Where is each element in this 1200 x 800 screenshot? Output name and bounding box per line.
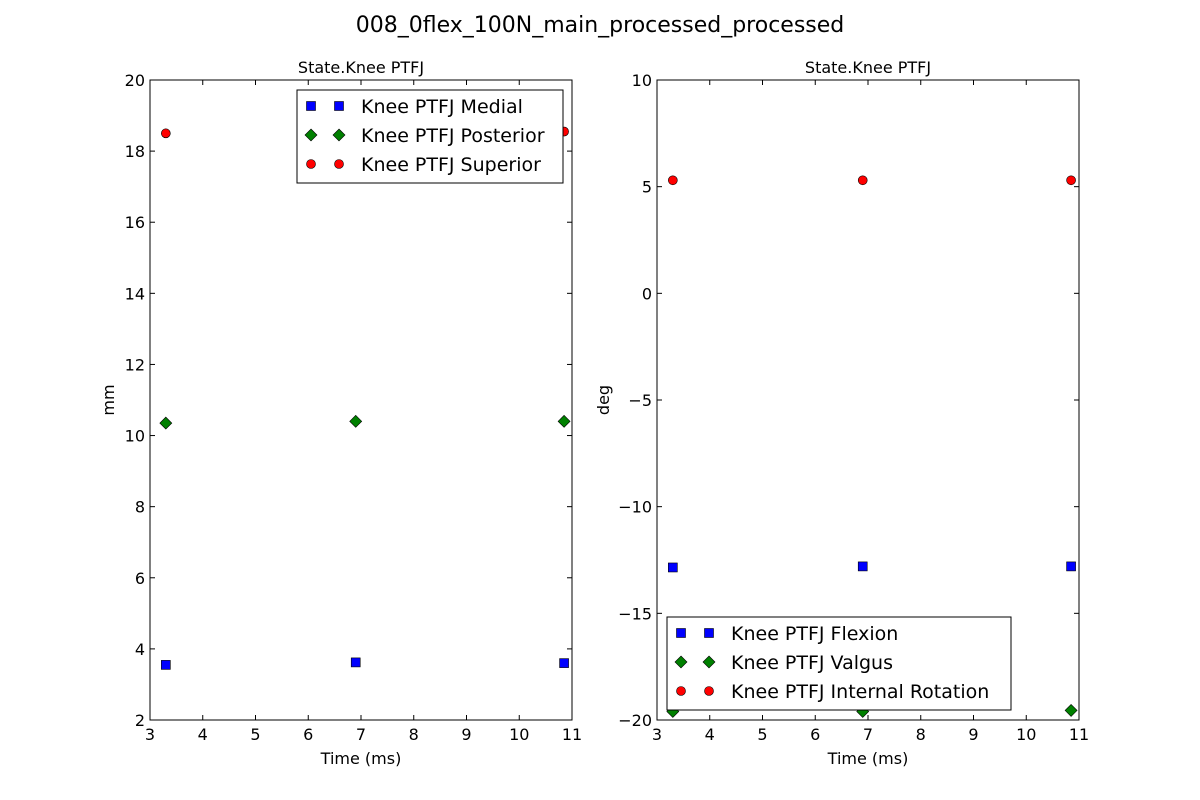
right-x-tick-label: 5 — [757, 725, 767, 744]
right-y-tick-label: −20 — [618, 711, 652, 730]
legend-label: Knee PTFJ Medial — [361, 96, 523, 118]
legend-marker — [676, 628, 686, 638]
left-y-tick-label: 12 — [125, 355, 145, 374]
data-point — [350, 657, 361, 668]
left-chart-panel: State.Knee PTFJ 3 4 5 6 7 8 9 10 11 2 4 6 8 10 12 14 16 18… — [99, 58, 582, 768]
figure-title: 008_0flex_100N_main_processed_processed — [356, 13, 845, 38]
right-x-tick-label: 4 — [705, 725, 715, 744]
data-point — [857, 175, 868, 186]
right-y-tick-label: −15 — [618, 604, 652, 623]
left-x-tick-label: 9 — [461, 725, 471, 744]
left-y-tick-label: 2 — [135, 711, 145, 730]
left-y-tick-label: 10 — [125, 427, 145, 446]
legend-label: Knee PTFJ Flexion — [731, 623, 898, 645]
legend-marker — [306, 101, 316, 111]
right-x-tick-label: 8 — [916, 725, 926, 744]
legend-box — [666, 616, 1012, 711]
data-point — [1066, 175, 1076, 186]
data-point — [559, 658, 569, 668]
data-point — [1064, 703, 1078, 717]
right-x-tick-label: 6 — [810, 725, 820, 744]
legend-marker — [704, 686, 714, 696]
right-x-tick-label: 3 — [652, 725, 662, 744]
legend-label: Knee PTFJ Superior — [361, 154, 541, 176]
right-y-tick-label: 10 — [632, 71, 652, 90]
left-y-tick-label: 18 — [125, 142, 145, 161]
legend-marker — [304, 128, 318, 142]
right-x-tick-label: 11 — [1069, 725, 1089, 744]
data-point — [1066, 561, 1076, 572]
right-x-axis-label: Time (ms) — [827, 749, 909, 768]
left-chart-title: State.Knee PTFJ — [298, 58, 424, 77]
legend-marker — [334, 101, 344, 111]
right-chart-panel: State.Knee PTFJ 3 4 5 6 7 8 9 10 11 −20 −15 −10 −5 0 5 1… — [594, 58, 1089, 768]
left-x-tick-label: 5 — [250, 725, 260, 744]
left-y-tick-label: 4 — [135, 640, 145, 659]
legend-label: Knee PTFJ Valgus — [731, 652, 893, 674]
left-x-tick-label: 4 — [198, 725, 208, 744]
left-y-tick-label: 14 — [125, 284, 145, 303]
left-y-axis-label: mm — [99, 384, 118, 415]
data-point — [857, 561, 868, 572]
right-x-tick-label: 9 — [968, 725, 978, 744]
left-y-tick-label: 8 — [135, 498, 145, 517]
left-x-tick-label: 11 — [562, 725, 582, 744]
data-point — [161, 660, 171, 670]
right-y-tick-label: 0 — [642, 284, 652, 303]
data-point — [161, 128, 171, 139]
legend-marker — [332, 128, 346, 142]
right-chart-title: State.Knee PTFJ — [805, 58, 931, 77]
data-point — [159, 416, 173, 430]
left-x-axis-label: Time (ms) — [320, 749, 402, 768]
left-x-tick-label: 3 — [145, 725, 155, 744]
right-y-tick-label: −5 — [628, 391, 652, 410]
right-x-tick-label: 7 — [863, 725, 873, 744]
data-point — [557, 414, 571, 428]
left-x-tick-label: 8 — [409, 725, 419, 744]
right-x-tick-label: 10 — [1016, 725, 1036, 744]
right-y-tick-label: −10 — [618, 498, 652, 517]
left-y-tick-label: 6 — [135, 569, 145, 588]
left-x-tick-label: 7 — [356, 725, 366, 744]
data-point — [668, 175, 678, 186]
left-x-tick-label: 10 — [509, 725, 529, 744]
right-plot-area — [656, 79, 1080, 721]
legend-marker — [702, 655, 716, 669]
data-point — [668, 562, 678, 573]
legend-marker — [704, 628, 714, 638]
legend-marker — [334, 159, 344, 169]
legend-marker — [676, 686, 686, 696]
left-plot-area — [149, 79, 573, 721]
left-y-tick-label: 20 — [125, 71, 145, 90]
legend-marker — [674, 655, 688, 669]
legend-marker — [306, 159, 316, 169]
legend-label: Knee PTFJ Internal Rotation — [731, 681, 989, 703]
left-x-tick-label: 6 — [303, 725, 313, 744]
left-y-tick-label: 16 — [125, 213, 145, 232]
data-point — [349, 414, 363, 428]
right-y-axis-label: deg — [594, 385, 613, 415]
right-legend: Knee PTFJ Flexion Knee PTFJ Valgus Knee PT… — [666, 616, 1012, 711]
legend-label: Knee PTFJ Posterior — [361, 125, 545, 147]
right-y-tick-label: 5 — [642, 178, 652, 197]
left-legend: Knee PTFJ Medial Knee PTFJ Posterior Knee … — [296, 89, 564, 184]
